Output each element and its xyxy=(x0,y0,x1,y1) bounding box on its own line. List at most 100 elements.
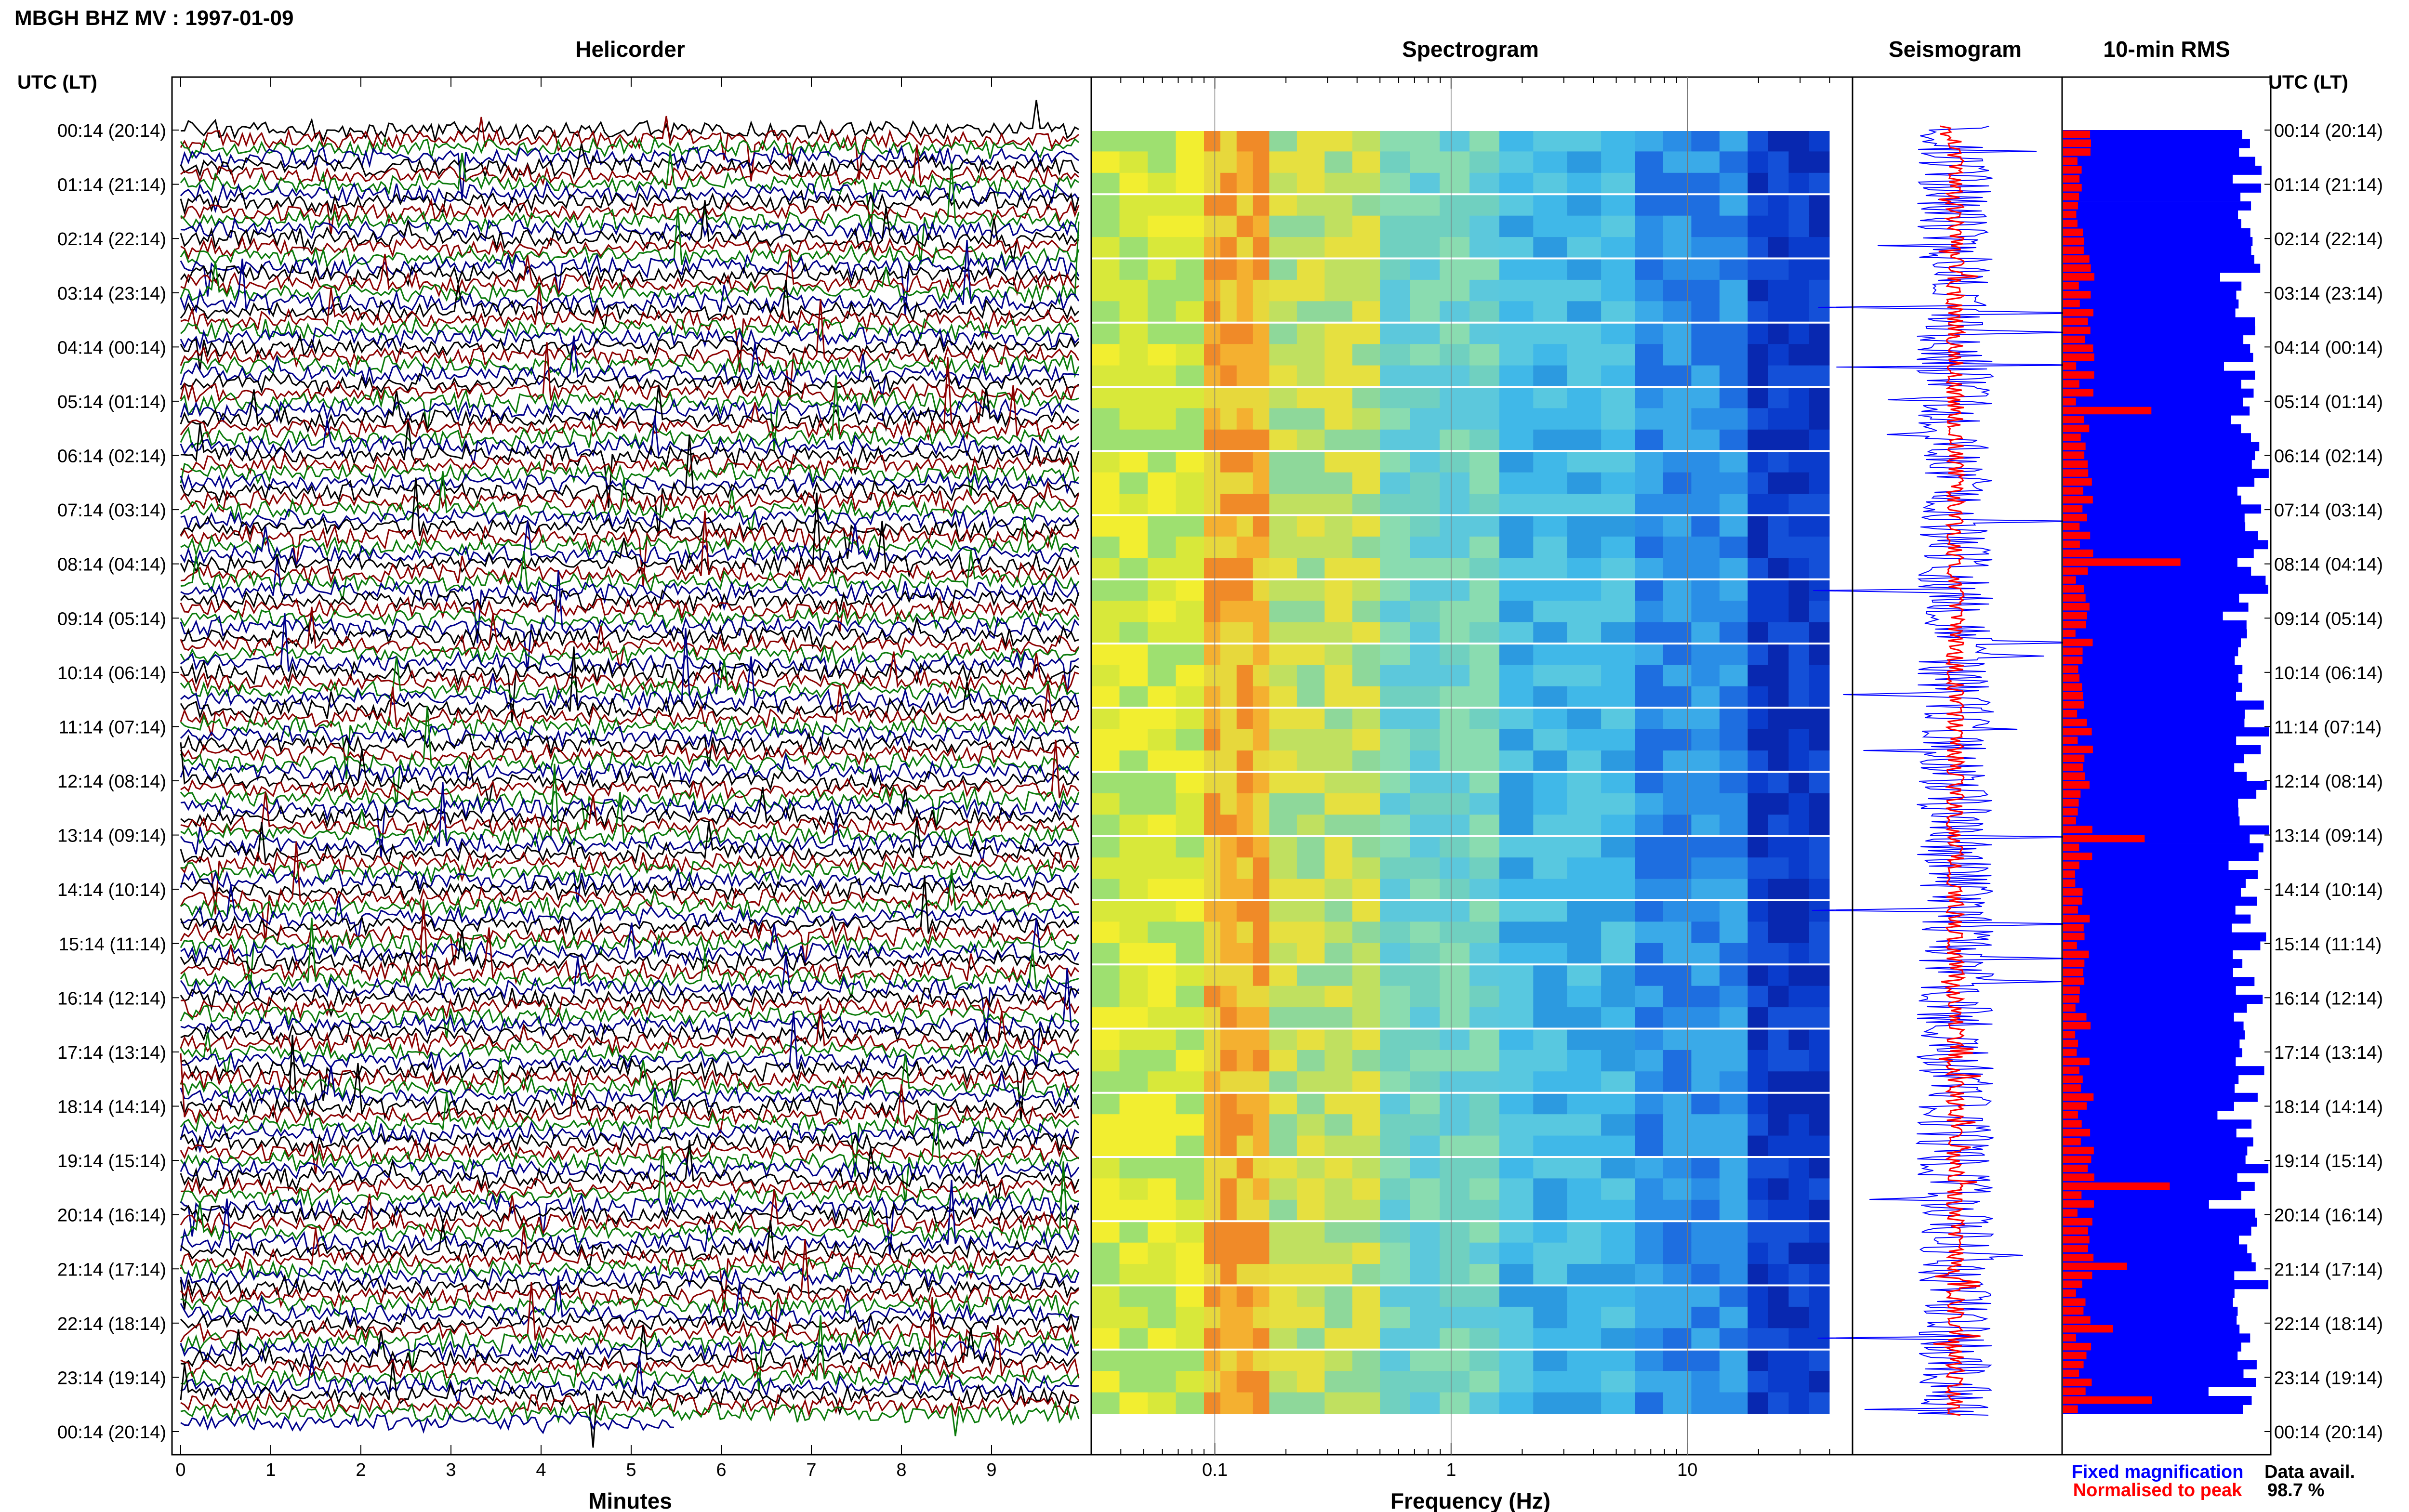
spectrogram-cell xyxy=(1809,1242,1830,1264)
spectrogram-cell xyxy=(1635,665,1664,687)
spectrogram-cell xyxy=(1119,429,1148,451)
spectrogram-cell xyxy=(1380,387,1411,408)
spectrogram-cell xyxy=(1204,815,1221,837)
spectrogram-cell xyxy=(1747,515,1769,537)
spectrogram-cell xyxy=(1148,579,1177,601)
rms-normalised-bar xyxy=(2063,131,2091,138)
spectrogram-cell xyxy=(1469,964,1500,986)
spectrogram-cell xyxy=(1091,258,1120,280)
spectrogram-cell xyxy=(1380,365,1411,387)
spectrogram-cell xyxy=(1176,622,1204,644)
spectrogram-cell xyxy=(1204,601,1221,623)
legend-normalised-to-peak: Normalised to peak xyxy=(2073,1480,2242,1500)
spectrogram-cell xyxy=(1253,836,1270,858)
spectrogram-cell xyxy=(1352,322,1381,344)
spectrogram-cell xyxy=(1269,1157,1297,1179)
spectrogram-cell xyxy=(1380,451,1411,473)
spectrogram-cell xyxy=(1091,515,1120,537)
rms-fixed-bar xyxy=(2063,1244,2248,1254)
spectrogram-cell xyxy=(1119,601,1148,623)
spectrogram-cell xyxy=(1499,921,1534,944)
rms-fixed-bar xyxy=(2063,317,2255,327)
spectrogram-cell xyxy=(1091,1114,1120,1136)
spectrogram-cell xyxy=(1469,857,1500,880)
spectrogram-cell xyxy=(1410,1349,1440,1371)
spectrogram-cell xyxy=(1691,1092,1720,1115)
rms-normalised-bar xyxy=(2063,184,2082,192)
spectrogram-cell xyxy=(1691,322,1720,344)
spectrogram-cell xyxy=(1380,1071,1411,1093)
helicorder-x-tick-label: 5 xyxy=(626,1460,636,1480)
spectrogram-cell xyxy=(1176,900,1204,922)
spectrogram-cell xyxy=(1236,1306,1254,1328)
spectrogram-cell xyxy=(1236,194,1254,216)
spectrogram-cell xyxy=(1469,1328,1500,1350)
spectrogram-cell xyxy=(1176,258,1204,280)
spectrogram-cell xyxy=(1440,772,1470,794)
spectrogram-cell xyxy=(1499,365,1534,387)
spectrogram-cell xyxy=(1324,279,1353,302)
spectrogram-cell xyxy=(1747,1306,1769,1328)
spectrogram-cell xyxy=(1148,322,1177,344)
spectrogram-cell xyxy=(1747,301,1769,323)
spectrogram-cell xyxy=(1440,900,1470,922)
rms-normalised-bar xyxy=(2063,558,2181,566)
spectrogram-cell xyxy=(1533,172,1568,195)
helicorder-x-tick-label: 1 xyxy=(265,1460,276,1480)
spectrogram-cell xyxy=(1691,365,1720,387)
spectrogram-cell xyxy=(1635,558,1664,580)
helicorder-x-tick-label: 2 xyxy=(356,1460,366,1480)
helicorder-trace xyxy=(180,616,1079,649)
rms-fixed-bar xyxy=(2063,816,2240,826)
spectrogram-cell xyxy=(1635,644,1664,665)
spectrogram-cell xyxy=(1440,1242,1470,1264)
spectrogram-cell xyxy=(1788,1221,1810,1243)
spectrogram-cell xyxy=(1091,708,1120,730)
spectrogram-cell xyxy=(1499,130,1534,152)
rms-normalised-bar xyxy=(2063,906,2078,914)
time-label-left: 23:14 (19:14) xyxy=(57,1368,166,1388)
spectrogram-cell xyxy=(1380,130,1411,152)
spectrogram-cell xyxy=(1499,172,1534,195)
spectrogram-cell xyxy=(1768,1349,1789,1371)
spectrogram-cell xyxy=(1297,579,1325,601)
spectrogram-cell xyxy=(1204,665,1221,687)
spectrogram-cell xyxy=(1440,1071,1470,1093)
spectrogram-cell xyxy=(1809,943,1830,965)
rms-fixed-bar xyxy=(2063,1164,2269,1173)
spectrogram-cell xyxy=(1148,429,1177,451)
spectrogram-cell xyxy=(1691,579,1720,601)
spectrogram-cell xyxy=(1768,729,1789,751)
spectrogram-cell xyxy=(1719,1007,1748,1029)
spectrogram-cell xyxy=(1352,815,1381,837)
spectrogram-cell xyxy=(1253,1371,1270,1393)
spectrogram-cell xyxy=(1410,1157,1440,1179)
spectrogram-cell xyxy=(1380,1328,1411,1350)
spectrogram-cell xyxy=(1119,172,1148,195)
spectrogram-cell xyxy=(1148,215,1177,237)
spectrogram-cell xyxy=(1533,151,1568,173)
rms-fixed-bar xyxy=(2063,1003,2247,1013)
rms-fixed-bar xyxy=(2063,656,2235,665)
spectrogram-cell xyxy=(1236,772,1254,794)
rms-fixed-bar xyxy=(2063,486,2237,496)
spectrogram-cell xyxy=(1352,1242,1381,1264)
rms-fixed-bar xyxy=(2063,1173,2237,1183)
spectrogram-cell xyxy=(1635,836,1664,858)
spectrogram-cell xyxy=(1719,1328,1748,1350)
rms-normalised-bar xyxy=(2063,763,2083,771)
spectrogram-cell xyxy=(1176,708,1204,730)
spectrogram-cell xyxy=(1788,494,1810,515)
rms-normalised-bar xyxy=(2063,478,2092,486)
spectrogram-cell xyxy=(1440,515,1470,537)
spectrogram-cell xyxy=(1469,879,1500,901)
spectrogram-cell xyxy=(1719,429,1748,451)
spectrogram-cell xyxy=(1499,750,1534,772)
rms-fixed-bar xyxy=(2063,504,2262,514)
spectrogram-cell xyxy=(1747,130,1769,152)
spectrogram-cell xyxy=(1788,451,1810,473)
spectrogram-cell xyxy=(1148,1178,1177,1200)
spectrogram-cell xyxy=(1253,1135,1270,1157)
spectrogram-cell xyxy=(1691,451,1720,473)
rms-fixed-bar xyxy=(2063,1084,2235,1093)
